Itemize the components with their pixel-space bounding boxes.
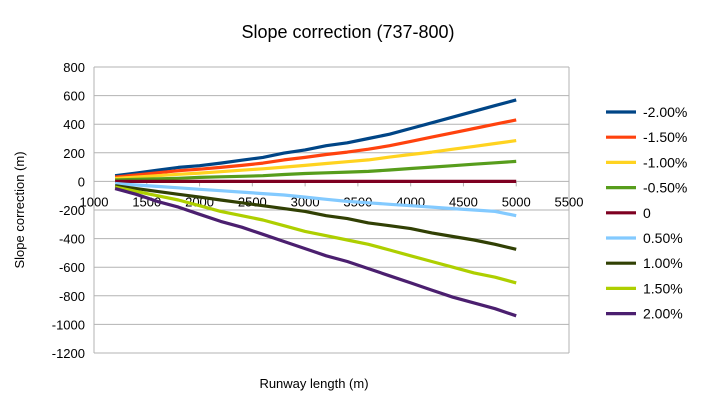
y-axis-label: Slope correction (m) <box>12 151 27 268</box>
legend-entry: -0.50% <box>643 180 687 196</box>
series-line-7 <box>114 185 517 285</box>
x-tick-label: 4500 <box>449 194 478 209</box>
y-tick-label: -600 <box>59 260 85 275</box>
legend-entry: 2.00% <box>643 306 683 322</box>
y-tick-label: -800 <box>59 289 85 304</box>
y-tick-label: -1200 <box>52 346 85 361</box>
y-tick-label: 400 <box>63 117 85 132</box>
legend-entry: 0.50% <box>643 230 683 246</box>
y-tick-label: -400 <box>59 232 85 247</box>
legend-entry: 1.50% <box>643 280 683 296</box>
legend-entry: 1.00% <box>643 255 683 271</box>
series-line-8 <box>114 187 517 318</box>
series-line-3 <box>115 159 517 182</box>
legend-entry: -1.50% <box>643 129 687 145</box>
legend-entry: -1.00% <box>643 154 687 170</box>
legend-entry: -2.00% <box>643 104 687 120</box>
series-line-5 <box>114 181 517 218</box>
series-line-6 <box>114 184 517 251</box>
y-tick-label: 200 <box>63 146 85 161</box>
legend-entry: 0 <box>643 205 651 221</box>
y-tick-label: -1000 <box>52 317 85 332</box>
y-tick-label: 0 <box>78 174 85 189</box>
series-line-0 <box>114 98 517 178</box>
series-line-2 <box>114 139 517 181</box>
x-axis-label: Runway length (m) <box>259 376 368 391</box>
y-tick-label: 800 <box>63 60 85 75</box>
series-lines <box>114 98 517 318</box>
x-tick-label: 5000 <box>502 194 531 209</box>
series-line-1 <box>114 118 517 179</box>
x-tick-label: 1500 <box>132 194 161 209</box>
chart-title: Slope correction (737-800) <box>241 22 454 42</box>
x-tick-label: 1000 <box>80 194 109 209</box>
x-tick-label: 5500 <box>555 194 584 209</box>
y-tick-labels: 800 600 400 200 0 -200 -400 -600 -800 -1000 -1200 <box>52 60 85 361</box>
y-tick-label: 600 <box>63 89 85 104</box>
legend: -2.00% -1.50% -1.00% -0.50% 0 0.50% 1.00% 1.50%… <box>606 104 687 322</box>
y-tick-label: -200 <box>59 203 85 218</box>
